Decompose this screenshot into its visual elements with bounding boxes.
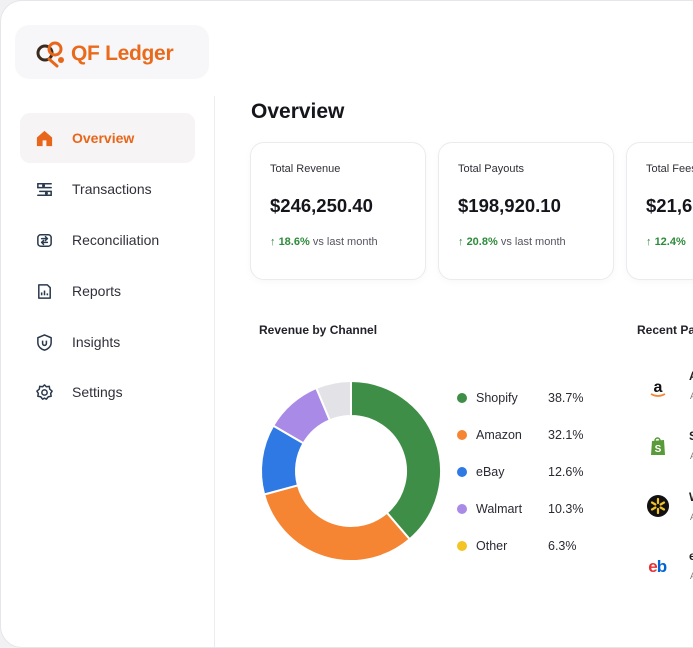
- card-value: $246,250.40: [270, 195, 373, 216]
- donut-slice-amazon[interactable]: [262, 484, 412, 562]
- legend-item-amazon[interactable]: Amazon 32.1%: [457, 426, 583, 444]
- legend-label: Amazon: [476, 428, 522, 442]
- sidebar-item-label: Insights: [72, 334, 121, 350]
- legend-item-shopify[interactable]: Shopify 38.7%: [457, 389, 583, 407]
- recent-item-sub: A: [690, 451, 693, 461]
- svg-text:a: a: [654, 379, 663, 396]
- svg-text:e: e: [648, 557, 657, 576]
- sidebar-item-reconciliation[interactable]: Reconciliation: [20, 215, 195, 265]
- svg-text:b: b: [657, 557, 667, 576]
- recent-item-name: S: [689, 429, 693, 443]
- donut-slice-shopify[interactable]: [350, 379, 442, 541]
- panel-title: Recent Pa: [637, 323, 693, 337]
- logo-icon: [36, 41, 64, 68]
- home-icon: [34, 128, 54, 148]
- arrow-up-icon: ↑: [646, 236, 655, 248]
- logo-area: QF Ledger: [15, 25, 209, 79]
- legend-swatch: [457, 467, 467, 477]
- card-delta: ↑ 20.8% vs last month: [458, 236, 566, 248]
- card-delta: ↑ 18.6% vs last month: [270, 236, 378, 248]
- delta-percent: 20.8%: [466, 236, 498, 248]
- recent-item-shopify[interactable]: S: [638, 426, 678, 466]
- sidebar-item-label: Reconciliation: [72, 232, 160, 248]
- delta-percent: 12.4%: [654, 236, 686, 248]
- legend-swatch: [457, 430, 467, 440]
- total-revenue-card[interactable]: Total Revenue $246,250.40 ↑ 18.6% vs las…: [250, 142, 426, 280]
- sidebar-item-settings[interactable]: Settings: [20, 367, 195, 417]
- sidebar-item-overview[interactable]: Overview: [20, 113, 195, 163]
- logo-text: QF Ledger: [71, 42, 174, 65]
- donut-slice-other[interactable]: [314, 379, 352, 422]
- legend-swatch: [457, 541, 467, 551]
- sidebar-item-label: Overview: [72, 130, 135, 146]
- legend-label: Walmart: [476, 502, 523, 516]
- sidebar-item-label: Settings: [72, 384, 123, 400]
- legend-value: 38.7%: [548, 391, 584, 405]
- reports-icon: [34, 281, 54, 301]
- legend-value: 10.3%: [548, 502, 584, 516]
- recent-payouts-panel: [617, 304, 693, 609]
- revenue-donut-chart: [260, 379, 442, 562]
- total-fees-card[interactable]: Total Fees $21,67 ↑ 12.4%: [626, 142, 693, 280]
- sidebar-item-label: Transactions: [72, 181, 152, 197]
- recent-item-sub: A: [690, 512, 693, 522]
- card-value: $198,920.10: [458, 195, 561, 216]
- insights-icon: [34, 332, 54, 352]
- shopify-icon: S: [651, 437, 665, 455]
- legend-swatch: [457, 393, 467, 403]
- legend-value: 32.1%: [548, 428, 584, 442]
- card-label: Total Revenue: [270, 163, 341, 175]
- recent-item-sub: A: [690, 391, 693, 401]
- legend-label: Other: [476, 539, 508, 553]
- card-value: $21,67: [646, 195, 693, 216]
- card-label: Total Payouts: [458, 163, 525, 175]
- card-label: Total Fees: [646, 163, 693, 175]
- sidebar-item-insights[interactable]: Insights: [20, 317, 195, 367]
- recent-item-name: A: [689, 369, 693, 383]
- recent-item-name: e: [689, 549, 693, 563]
- delta-text: vs last month: [500, 236, 566, 248]
- total-payouts-card[interactable]: Total Payouts $198,920.10 ↑ 20.8% vs las…: [438, 142, 614, 280]
- legend-value: 6.3%: [548, 539, 577, 553]
- sidebar-divider: [214, 96, 215, 647]
- recent-item-sub: A: [690, 571, 693, 581]
- legend-label: Shopify: [476, 391, 518, 405]
- logo[interactable]: QF Ledger: [35, 39, 174, 69]
- delta-text: vs last month: [312, 236, 378, 248]
- legend-item-ebay[interactable]: eBay 12.6%: [457, 463, 583, 481]
- recent-item-name: W: [689, 490, 693, 504]
- gear-icon: [34, 382, 54, 402]
- page-title: Overview: [251, 100, 345, 123]
- recent-item-amazon[interactable]: a: [638, 368, 678, 408]
- arrow-up-icon: ↑: [458, 236, 467, 248]
- sidebar-item-transactions[interactable]: Transactions: [20, 164, 195, 214]
- card-delta: ↑ 12.4%: [646, 236, 686, 248]
- amazon-icon: a: [650, 379, 666, 397]
- legend-swatch: [457, 504, 467, 514]
- legend-value: 12.6%: [548, 465, 584, 479]
- svg-text:S: S: [655, 444, 662, 455]
- walmart-icon: [647, 495, 669, 517]
- legend-item-walmart[interactable]: Walmart 10.3%: [457, 500, 583, 518]
- panel-title: Revenue by Channel: [259, 323, 378, 337]
- transactions-icon: [34, 179, 54, 199]
- arrow-up-icon: ↑: [270, 236, 279, 248]
- sidebar-item-reports[interactable]: Reports: [20, 266, 195, 316]
- delta-percent: 18.6%: [278, 236, 310, 248]
- sidebar-item-label: Reports: [72, 283, 122, 299]
- recent-item-walmart[interactable]: [638, 486, 678, 526]
- legend-label: eBay: [476, 465, 505, 479]
- reconciliation-icon: [34, 230, 54, 250]
- legend-item-other[interactable]: Other 6.3%: [457, 537, 577, 555]
